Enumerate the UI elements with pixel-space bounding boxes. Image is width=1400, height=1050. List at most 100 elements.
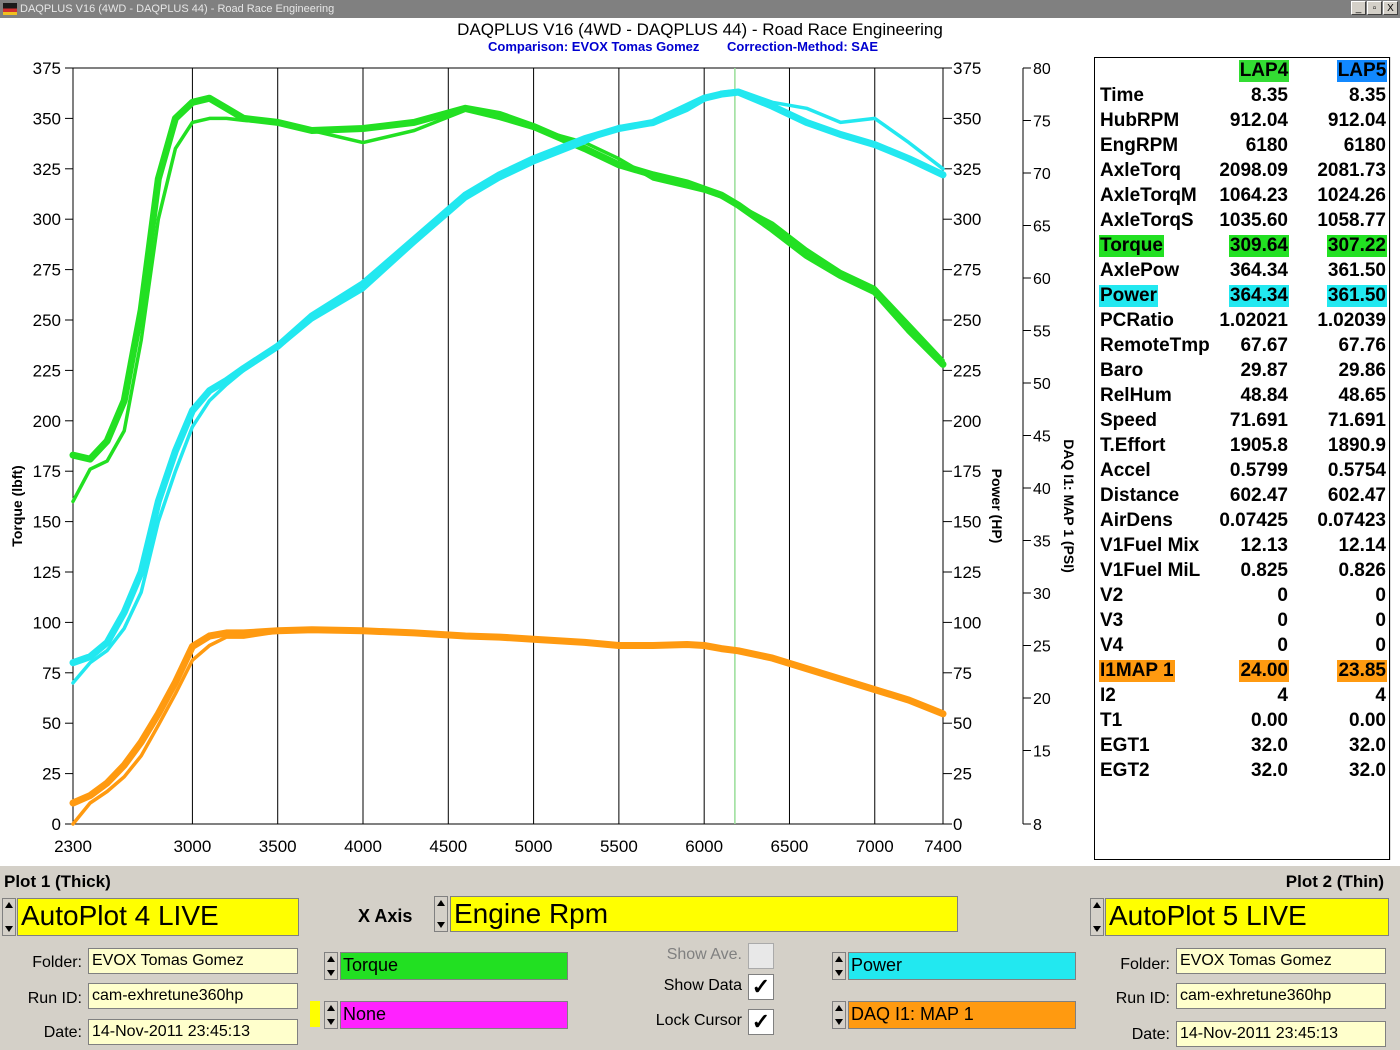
plot2-heading: Plot 2 (Thin) bbox=[1285, 872, 1384, 891]
readout-row: Time 8.35 8.35 bbox=[1099, 85, 1387, 110]
y-tick-label-left: 100 bbox=[33, 613, 61, 632]
plot2-date-field[interactable]: 14-Nov-2011 23:45:13 bbox=[1176, 1021, 1386, 1047]
left-channel2-select[interactable]: None bbox=[340, 1001, 568, 1029]
plot2-spinner[interactable] bbox=[1090, 898, 1104, 936]
plot2-folder-field[interactable]: EVOX Tomas Gomez bbox=[1176, 948, 1386, 974]
y-tick-label-map: 75 bbox=[1033, 114, 1051, 131]
x-axis-spinner[interactable] bbox=[434, 896, 448, 932]
plot1-date-field[interactable]: 14-Nov-2011 23:45:13 bbox=[88, 1019, 298, 1045]
readout-label: V1Fuel MiL bbox=[1100, 560, 1201, 581]
window-title-bar: DAQPLUS V16 (4WD - DAQPLUS 44) - Road Ra… bbox=[0, 0, 1400, 18]
readout-value-lap4: 2098.09 bbox=[1219, 160, 1288, 181]
readout-value-lap4: 71.691 bbox=[1229, 410, 1288, 431]
readout-row: RelHum 48.84 48.65 bbox=[1099, 385, 1387, 410]
readout-value-lap4: 6180 bbox=[1245, 135, 1288, 156]
minimize-button[interactable]: _ bbox=[1351, 1, 1366, 15]
left-channel1-select[interactable]: Torque bbox=[340, 952, 568, 980]
y-tick-label-right: 50 bbox=[953, 714, 972, 733]
y-tick-label-right: 225 bbox=[953, 361, 981, 380]
y-axis-label-right: Power (HP) bbox=[989, 469, 1005, 544]
readout-value-lap4: 12.13 bbox=[1240, 535, 1288, 556]
x-tick-label: 5500 bbox=[600, 837, 638, 856]
y-tick-label-map: 80 bbox=[1033, 61, 1051, 78]
readout-label: Time bbox=[1100, 85, 1145, 106]
y-tick-label-left: 275 bbox=[33, 261, 61, 280]
readout-row: Speed 71.691 71.691 bbox=[1099, 410, 1387, 435]
plot1-heading: Plot 1 (Thick) bbox=[4, 872, 111, 891]
readout-row: I1MAP 1 24.00 23.85 bbox=[1099, 660, 1387, 685]
readout-value-lap4: 309.64 bbox=[1228, 235, 1289, 257]
y-tick-label-map: 50 bbox=[1033, 376, 1051, 393]
show-data-checkbox[interactable]: ✓ bbox=[748, 974, 774, 1000]
readout-value-lap4: 1035.60 bbox=[1219, 210, 1288, 231]
readout-value-lap5: 0 bbox=[1375, 585, 1386, 606]
y-tick-label-right: 250 bbox=[953, 311, 981, 330]
readout-label: AxlePow bbox=[1100, 260, 1180, 281]
plot2-runid-label: Run ID: bbox=[1115, 990, 1170, 1007]
readout-label: V1Fuel Mix bbox=[1100, 535, 1200, 556]
readout-value-lap5: 6180 bbox=[1343, 135, 1386, 156]
lock-cursor-checkbox[interactable]: ✓ bbox=[748, 1009, 774, 1035]
show-data-label: Show Data bbox=[663, 977, 742, 994]
right-channel1-select[interactable]: Power bbox=[848, 952, 1076, 980]
readout-value-lap4: 0.825 bbox=[1240, 560, 1288, 581]
plot1-spinner[interactable] bbox=[2, 898, 16, 936]
show-ave-checkbox[interactable] bbox=[748, 943, 774, 969]
y-tick-label-left: 200 bbox=[33, 412, 61, 431]
readout-value-lap4: 29.87 bbox=[1240, 360, 1288, 381]
dyno-chart[interactable]: 2300 3000 3500 4000 4500 5000 5500 6000 6500 7000… bbox=[0, 58, 1092, 860]
readout-label: Distance bbox=[1100, 485, 1180, 506]
spin-up-icon bbox=[437, 900, 445, 906]
readout-value-lap5: 361.50 bbox=[1326, 285, 1387, 307]
series-line-torque-thin bbox=[71, 108, 945, 504]
chart-subtitle: Comparison: EVOX Tomas Gomez Correction-… bbox=[488, 39, 902, 54]
x-tick-label: 3500 bbox=[259, 837, 297, 856]
plot1-date-label: Date: bbox=[43, 1024, 82, 1041]
plot1-run-select[interactable]: AutoPlot 4 LIVE bbox=[17, 898, 299, 936]
readout-label: Baro bbox=[1100, 360, 1144, 381]
right-channel1-spinner[interactable] bbox=[832, 952, 846, 980]
left-channel2-spinner[interactable] bbox=[324, 1001, 338, 1029]
readout-value-lap4: 364.34 bbox=[1229, 260, 1288, 281]
y-tick-label-left: 175 bbox=[33, 462, 61, 481]
readout-row: T1 0.00 0.00 bbox=[1099, 710, 1387, 735]
right-channel2-spinner[interactable] bbox=[832, 1001, 846, 1029]
x-tick-label: 4500 bbox=[429, 837, 467, 856]
series-line-daq-i1-map-1-thin bbox=[71, 628, 945, 826]
y-tick-label-map: 45 bbox=[1033, 429, 1051, 446]
y-tick-label-right: 100 bbox=[953, 613, 981, 632]
readout-value-lap4: 0.00 bbox=[1251, 710, 1288, 731]
plot1-folder-field[interactable]: EVOX Tomas Gomez bbox=[88, 948, 298, 974]
side-panel-scrollbar[interactable] bbox=[1390, 57, 1400, 860]
restore-button[interactable]: ▫ bbox=[1367, 1, 1382, 15]
left-channel1-spinner[interactable] bbox=[324, 952, 338, 980]
y-tick-label-right: 200 bbox=[953, 412, 981, 431]
y-tick-label-map: 40 bbox=[1033, 481, 1051, 498]
series-line-power-thick bbox=[69, 88, 947, 667]
readout-label: AirDens bbox=[1100, 510, 1173, 531]
readout-value-lap5: 48.65 bbox=[1338, 385, 1386, 406]
readout-row: PCRatio 1.02021 1.02039 bbox=[1099, 310, 1387, 335]
readout-row: HubRPM 912.04 912.04 bbox=[1099, 110, 1387, 135]
readout-row: EGT1 32.0 32.0 bbox=[1099, 735, 1387, 760]
readout-value-lap4: 1905.8 bbox=[1229, 435, 1288, 456]
readout-row: EGT2 32.0 32.0 bbox=[1099, 760, 1387, 785]
y-tick-label-left: 250 bbox=[33, 311, 61, 330]
plot2-runid-field[interactable]: cam-exhretune360hp bbox=[1176, 983, 1386, 1009]
y-tick-label-right: 125 bbox=[953, 563, 981, 582]
readout-row: Accel 0.5799 0.5754 bbox=[1099, 460, 1387, 485]
readout-label: V3 bbox=[1100, 610, 1124, 631]
plot2-run-select[interactable]: AutoPlot 5 LIVE bbox=[1105, 898, 1389, 936]
right-channel2-select[interactable]: DAQ I1: MAP 1 bbox=[848, 1001, 1076, 1029]
y-tick-label-map: 55 bbox=[1033, 324, 1051, 341]
plot1-runid-field[interactable]: cam-exhretune360hp bbox=[88, 983, 298, 1009]
readout-value-lap5: 0.07423 bbox=[1317, 510, 1386, 531]
x-axis-select[interactable]: Engine Rpm bbox=[450, 896, 958, 932]
window-controls: _ ▫ X bbox=[1351, 1, 1398, 15]
readout-value-lap4: 0.5799 bbox=[1229, 460, 1288, 481]
readout-value-lap4: 32.0 bbox=[1251, 760, 1288, 781]
close-button[interactable]: X bbox=[1383, 1, 1398, 15]
readout-row: I2 4 4 bbox=[1099, 685, 1387, 710]
readout-label: RemoteTmp bbox=[1100, 335, 1210, 356]
y-tick-label-left: 225 bbox=[33, 361, 61, 380]
